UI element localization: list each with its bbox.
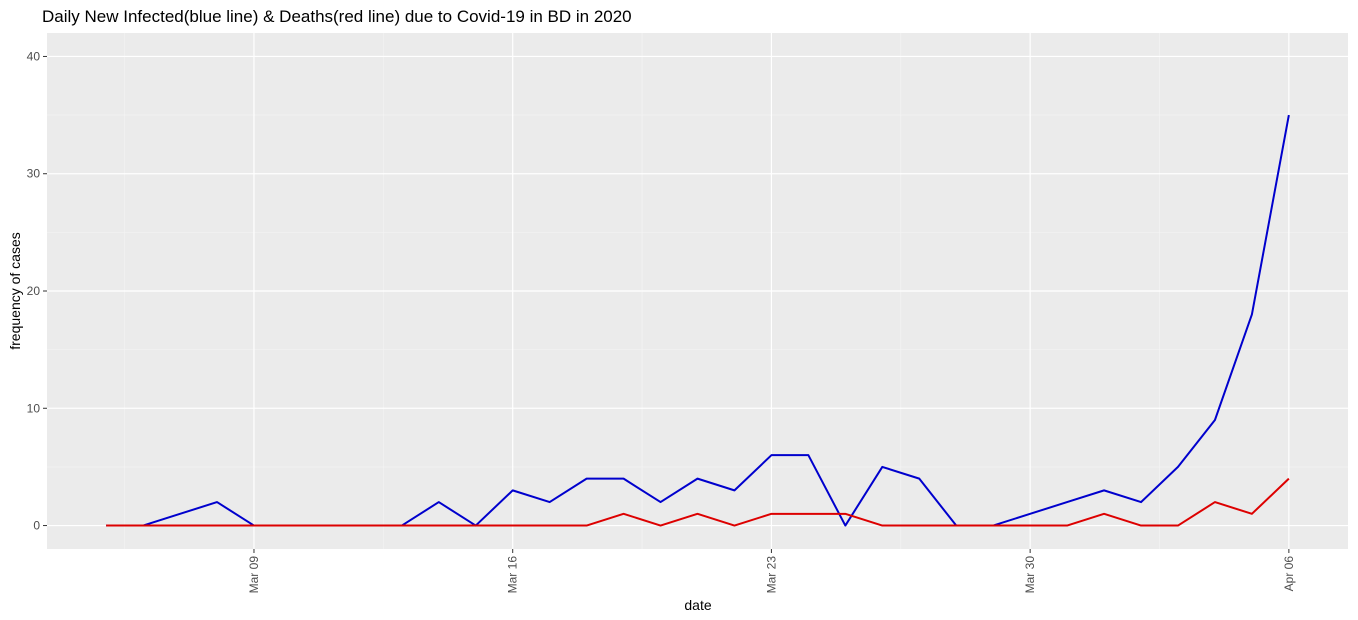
x-tick-label: Mar 30 — [1023, 556, 1037, 594]
x-tick-label: Apr 06 — [1282, 556, 1296, 592]
y-axis-title: frequency of cases — [7, 232, 23, 350]
y-tick-label: 10 — [27, 401, 41, 415]
y-tick-label: 20 — [27, 284, 41, 298]
chart-title: Daily New Infected(blue line) & Deaths(r… — [42, 7, 632, 26]
data-line — [106, 477, 1290, 527]
x-tick-label: Mar 09 — [247, 556, 261, 594]
x-axis-title: date — [684, 597, 711, 613]
x-tick-label: Mar 23 — [764, 556, 778, 594]
x-tick-label: Mar 16 — [506, 556, 520, 594]
y-tick-label: 40 — [27, 49, 41, 63]
y-tick-label: 0 — [33, 519, 40, 533]
y-tick-label: 30 — [27, 167, 41, 181]
